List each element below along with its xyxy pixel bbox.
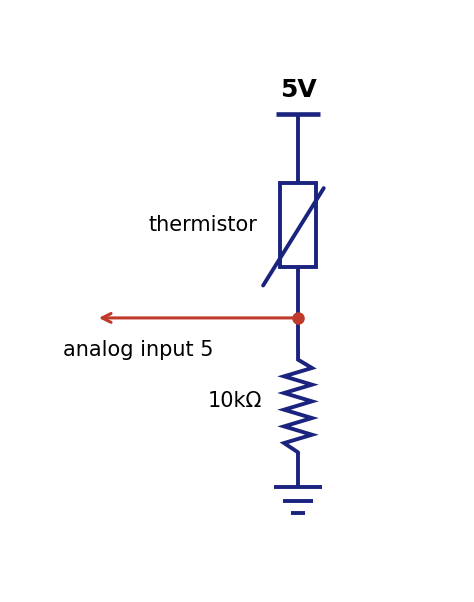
Text: 5V: 5V — [280, 78, 317, 102]
Text: thermistor: thermistor — [149, 215, 258, 235]
Text: analog input 5: analog input 5 — [63, 340, 213, 361]
Text: 10kΩ: 10kΩ — [208, 391, 262, 411]
Bar — [280, 184, 316, 267]
